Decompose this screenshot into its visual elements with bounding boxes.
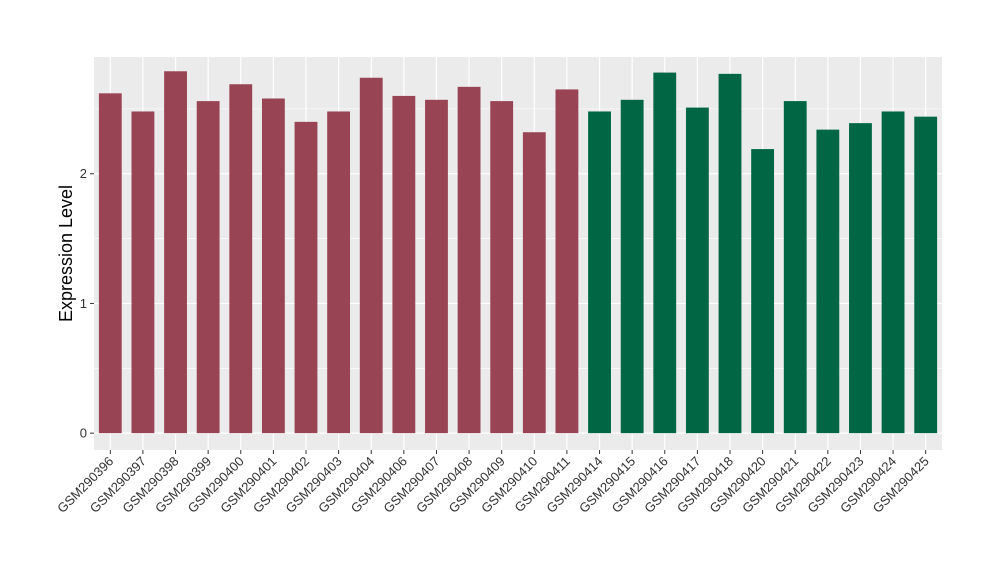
bar-GSM290407 — [425, 99, 448, 434]
bar-GSM290402 — [294, 121, 318, 434]
bar-GSM290398 — [164, 71, 187, 434]
bar-GSM290399 — [196, 101, 220, 434]
plot-panel — [94, 57, 942, 450]
bar-GSM290414 — [588, 111, 611, 434]
bar-GSM290418 — [718, 73, 742, 434]
y-tick-label: 0 — [80, 426, 87, 441]
x-axis: GSM290396GSM290397GSM290398GSM290399GSM2… — [54, 450, 932, 516]
bar-GSM290404 — [359, 77, 383, 434]
bar-GSM290420 — [751, 149, 775, 434]
bar-GSM290401 — [261, 98, 285, 434]
bar-GSM290409 — [490, 101, 514, 434]
bar-GSM290416 — [653, 72, 677, 434]
y-tick-label: 2 — [80, 166, 87, 181]
y-tick-label: 1 — [80, 296, 87, 311]
bar-GSM290408 — [457, 86, 481, 434]
bar-GSM290411 — [555, 89, 579, 434]
bar-GSM290403 — [327, 111, 351, 434]
y-axis-title: Expression Level — [56, 185, 76, 322]
bar-GSM290406 — [392, 95, 416, 434]
bar-GSM290421 — [783, 101, 807, 434]
bar-GSM290417 — [685, 107, 709, 434]
bars — [98, 71, 938, 434]
y-axis: 0 1 2 — [80, 166, 94, 441]
bar-GSM290424 — [881, 111, 905, 434]
bar-GSM290422 — [816, 129, 840, 434]
bar-GSM290397 — [131, 111, 155, 434]
bar-GSM290425 — [914, 116, 938, 434]
bar-GSM290415 — [620, 99, 644, 434]
bar-GSM290410 — [522, 132, 546, 434]
bar-GSM290423 — [849, 123, 872, 434]
bar-GSM290400 — [229, 84, 253, 434]
bar-GSM290396 — [98, 93, 122, 434]
